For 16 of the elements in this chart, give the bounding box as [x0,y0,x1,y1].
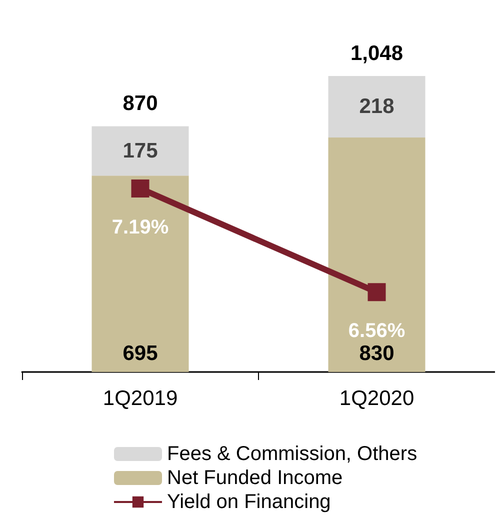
x-tick-label: 1Q2019 [102,387,178,410]
data-label: 175 [122,139,158,162]
data-label: 218 [359,95,395,118]
data-label: 830 [359,342,394,365]
x-tick-label: 1Q2020 [339,387,414,410]
total-label: 1,048 [350,42,404,65]
data-label: 695 [122,342,158,365]
legend-label: Net Funded Income [167,467,343,489]
bar [328,138,426,372]
legend-label: Fees & Commission, Others [167,443,418,465]
bar [92,126,189,176]
total-label: 870 [122,92,158,116]
legend-label: Yield on Financing [167,491,331,513]
data-label: 6.56% [348,320,406,342]
bar [328,76,426,138]
data-label: 7.19% [112,216,169,239]
